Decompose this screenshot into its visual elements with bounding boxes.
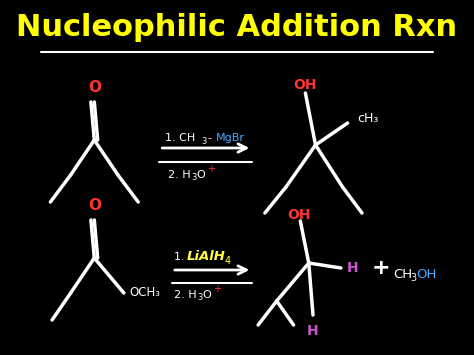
- Text: 3: 3: [201, 137, 207, 146]
- Text: OH: OH: [287, 208, 310, 222]
- Text: +: +: [208, 164, 216, 174]
- Text: 1. CH: 1. CH: [165, 133, 195, 143]
- Text: H: H: [307, 324, 319, 338]
- Text: OH: OH: [293, 78, 317, 92]
- Text: Nucleophilic Addition Rxn: Nucleophilic Addition Rxn: [17, 13, 457, 43]
- Text: 1.: 1.: [173, 252, 188, 262]
- Text: -: -: [208, 133, 211, 143]
- Text: cH₃: cH₃: [358, 111, 379, 125]
- Text: CH: CH: [393, 268, 412, 282]
- Text: +: +: [213, 284, 221, 294]
- Text: OH: OH: [416, 268, 437, 282]
- Text: +: +: [372, 258, 391, 278]
- Text: H: H: [347, 261, 358, 275]
- Text: 3: 3: [410, 273, 416, 283]
- Text: 4: 4: [224, 256, 230, 266]
- Text: OCH₃: OCH₃: [130, 286, 161, 300]
- Text: 3: 3: [197, 294, 203, 302]
- Text: O: O: [202, 290, 211, 300]
- Text: 2. H: 2. H: [173, 290, 196, 300]
- Text: LiAlH: LiAlH: [187, 251, 226, 263]
- Text: 3: 3: [191, 174, 197, 182]
- Text: 2. H: 2. H: [168, 170, 191, 180]
- Text: O: O: [88, 198, 101, 213]
- Text: O: O: [88, 81, 101, 95]
- Text: MgBr: MgBr: [216, 133, 245, 143]
- Text: O: O: [196, 170, 205, 180]
